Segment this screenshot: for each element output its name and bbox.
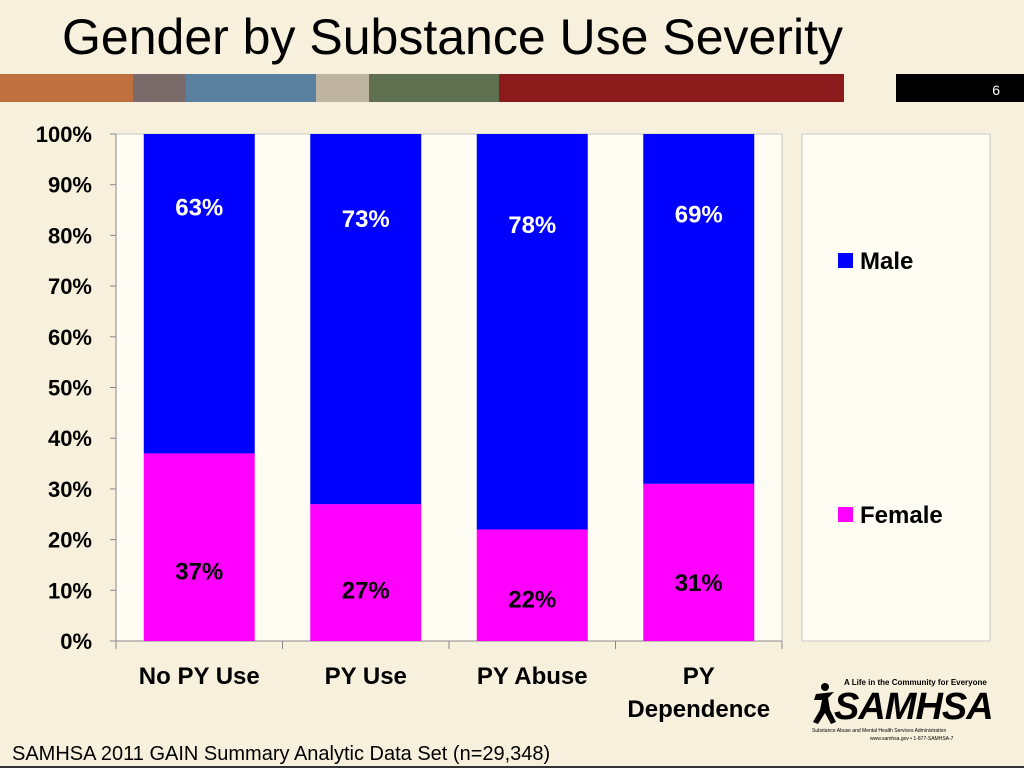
data-label-male: 63% <box>175 194 223 221</box>
data-label-female: 22% <box>508 587 556 614</box>
bar-male <box>310 134 422 505</box>
y-tick-label: 20% <box>48 528 92 553</box>
y-tick-label: 10% <box>48 578 92 603</box>
bottom-rule <box>0 766 1024 768</box>
bar-female <box>643 483 755 641</box>
x-tick-label: PY Use <box>325 663 407 690</box>
y-tick-label: 100% <box>36 122 92 147</box>
band-segment-3 <box>316 74 369 102</box>
legend-box <box>801 133 991 642</box>
logo-subtitle: Substance Abuse and Mental Health Servic… <box>812 728 947 734</box>
samhsa-logo: A Life in the Community for Everyone SAM… <box>808 678 994 746</box>
bar-female <box>143 453 255 641</box>
slide-title: Gender by Substance Use Severity <box>62 9 843 65</box>
data-label-male: 69% <box>675 201 723 228</box>
band-segment-2 <box>186 74 316 102</box>
bar-female <box>476 529 588 641</box>
stacked-bar-chart: 0% 10% 20% 30% 40% 50% 60% 70% 80% 90% 100% 37% 63% N… <box>36 122 991 723</box>
band-segment-6 <box>844 74 896 102</box>
logo-wordmark: SAMHSA <box>834 686 994 728</box>
bar-female <box>310 504 422 641</box>
band-segment-1 <box>133 74 186 102</box>
y-tick-label: 90% <box>48 173 92 198</box>
legend-label-female: Female <box>860 502 943 529</box>
legend-label-male: Male <box>860 248 913 275</box>
y-tick-label: 50% <box>48 376 92 401</box>
y-tick-label: 40% <box>48 426 92 451</box>
y-tick-label: 80% <box>48 223 92 248</box>
x-tick-label: Dependence <box>627 696 770 723</box>
legend-swatch-male <box>838 253 853 268</box>
data-label-female: 31% <box>675 570 723 597</box>
logo-tagline: A Life in the Community for Everyone <box>844 678 987 687</box>
color-band <box>0 74 1024 102</box>
data-label-female: 27% <box>342 577 390 604</box>
data-label-male: 78% <box>508 212 556 239</box>
y-tick-label: 30% <box>48 477 92 502</box>
y-tick-label: 0% <box>60 629 92 654</box>
band-segment-7 <box>896 74 1024 102</box>
band-segment-0 <box>0 74 133 102</box>
legend-swatch-female <box>838 507 853 522</box>
data-label-male: 73% <box>342 206 390 233</box>
x-tick-label: No PY Use <box>139 663 260 690</box>
logo-contact: www.samhsa.gov • 1-877-SAMHSA-7 <box>870 736 954 742</box>
y-tick-label: 70% <box>48 274 92 299</box>
band-segment-4 <box>369 74 499 102</box>
x-tick-label: PY <box>683 663 715 690</box>
bar-male <box>143 134 255 454</box>
band-segment-5 <box>499 74 844 102</box>
source-note: SAMHSA 2011 GAIN Summary Analytic Data S… <box>12 743 551 765</box>
bar-male <box>476 134 588 530</box>
bar-male <box>643 134 755 484</box>
x-tick-label: PY Abuse <box>477 663 588 690</box>
figure-icon <box>813 683 836 724</box>
data-label-female: 37% <box>175 559 223 586</box>
page-number: 6 <box>992 82 1000 98</box>
y-tick-label: 60% <box>48 325 92 350</box>
